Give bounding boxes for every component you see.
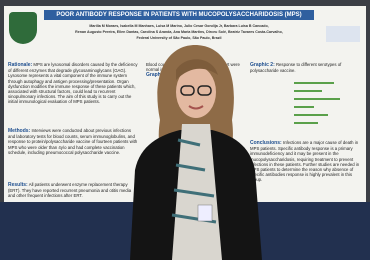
woman: [0, 0, 370, 260]
badge: [198, 205, 212, 221]
photo: POOR ANTIBODY RESPONSE IN PATIENTS WITH …: [0, 0, 370, 260]
